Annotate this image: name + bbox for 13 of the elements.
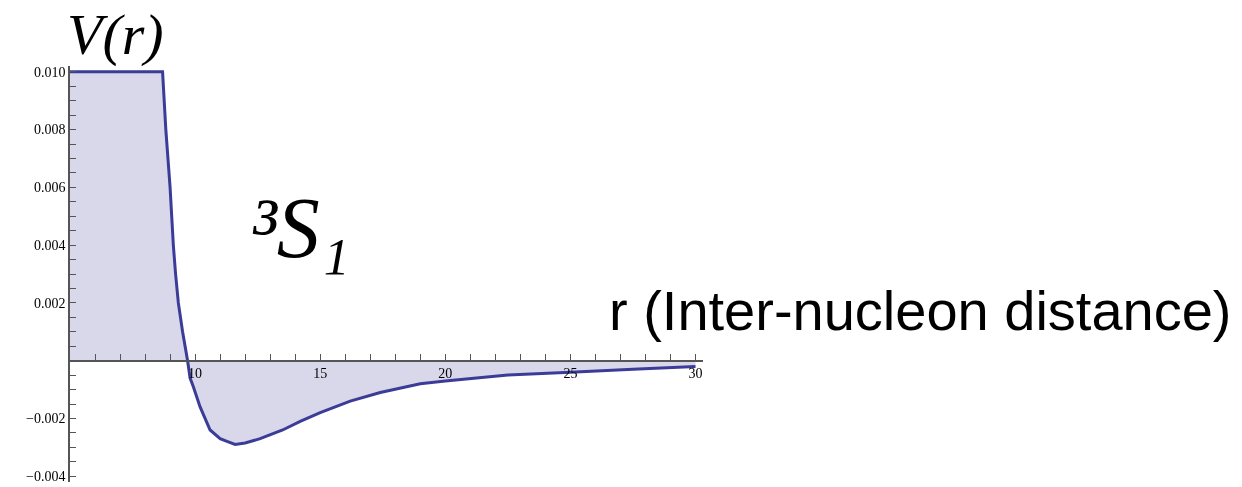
y-tick-label: 0.004 <box>33 238 66 254</box>
y-tick-label: 0.006 <box>33 180 66 196</box>
y-tick-label: −0.002 <box>26 411 66 427</box>
x-tick-label: 30 <box>688 366 703 382</box>
y-tick-label: 0.002 <box>33 295 66 311</box>
annotation: ³S₁ <box>251 180 350 276</box>
x-tick-label: 20 <box>438 366 453 382</box>
y-axis-title: V(r) <box>67 2 164 67</box>
y-tick-label: 0.008 <box>33 122 66 138</box>
x-tick-label: 15 <box>313 366 328 382</box>
y-tick-label: 0.010 <box>33 64 66 80</box>
y-tick-label: −0.004 <box>26 469 66 485</box>
x-axis-title: r (Inter-nucleon distance) <box>609 279 1232 342</box>
